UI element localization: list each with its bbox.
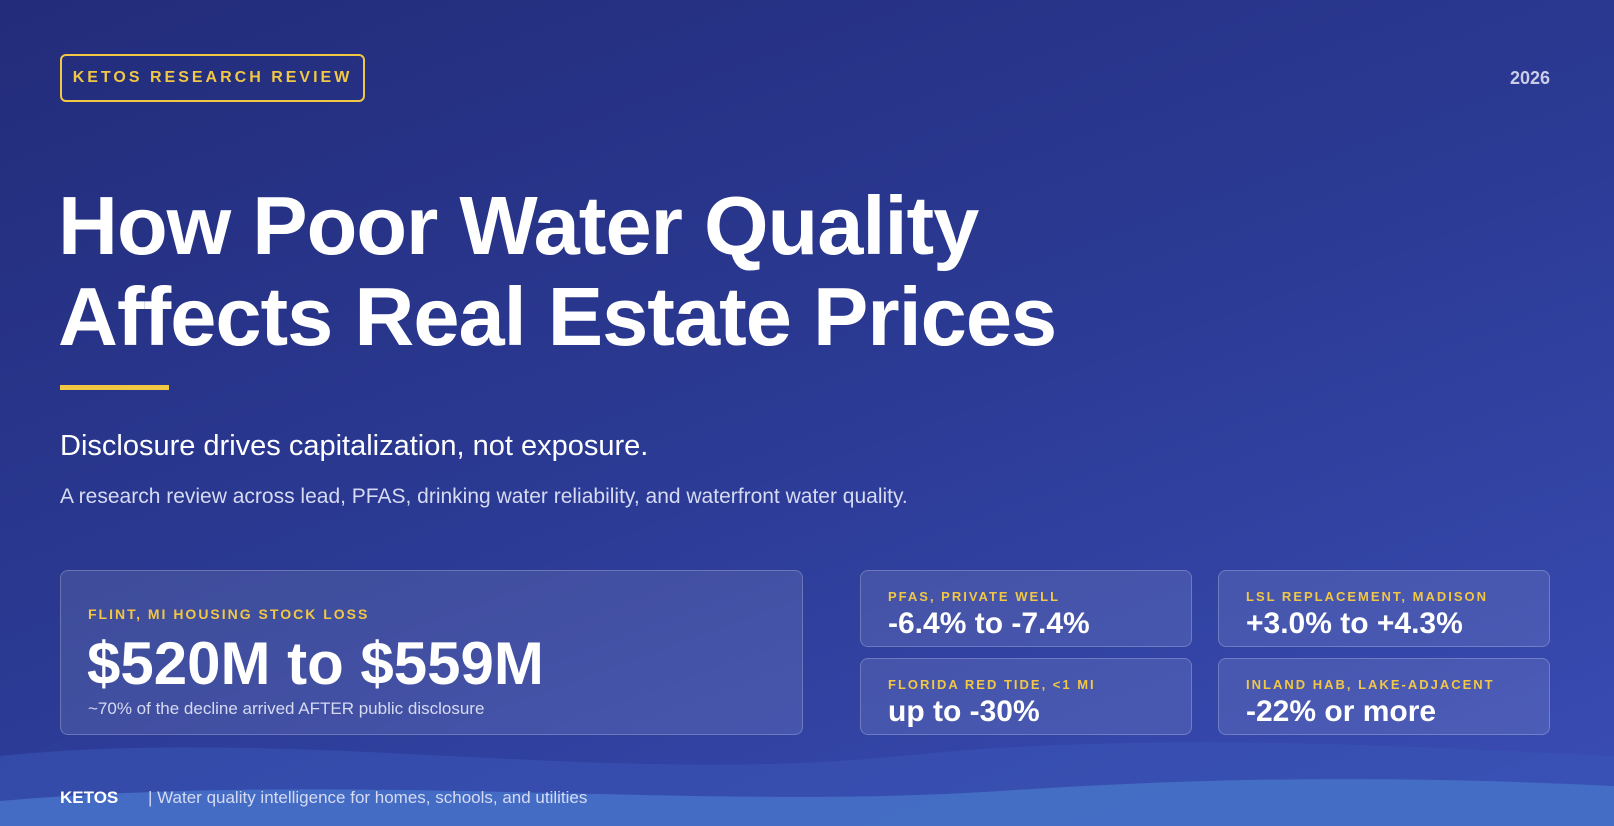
stat-value: up to -30% bbox=[888, 695, 1040, 728]
year: 2026 bbox=[1509, 68, 1550, 88]
stat-value: -22% or more bbox=[1246, 695, 1437, 728]
stat-label: FLORIDA RED TIDE, <1 MI bbox=[888, 677, 1096, 692]
subtitle: Disclosure drives capitalization, not ex… bbox=[60, 430, 649, 462]
stat-card: PFAS, PRIVATE WELL -6.4% to -7.4% bbox=[860, 570, 1192, 647]
stat-card: LSL REPLACEMENT, MADISON +3.0% to +4.3% bbox=[1218, 570, 1550, 647]
title-line: How Poor Water Quality bbox=[58, 179, 979, 272]
stat-value: -6.4% to -7.4% bbox=[888, 607, 1090, 640]
stat-label: FLINT, MI HOUSING STOCK LOSS bbox=[88, 606, 370, 622]
description: A research review across lead, PFAS, dri… bbox=[60, 485, 908, 508]
footer-tagline: | Water quality intelligence for homes, … bbox=[148, 788, 588, 807]
stat-label: PFAS, PRIVATE WELL bbox=[888, 589, 1061, 604]
title: How Poor Water Quality Affects Real Esta… bbox=[58, 179, 1057, 363]
accent-bar bbox=[60, 385, 169, 390]
title-line: Affects Real Estate Prices bbox=[58, 270, 1057, 363]
stat-value: +3.0% to +4.3% bbox=[1246, 607, 1463, 640]
stat-value: $520M to $559M bbox=[87, 630, 544, 697]
badge: KETOS RESEARCH REVIEW bbox=[60, 54, 365, 102]
featured-card: FLINT, MI HOUSING STOCK LOSS $520M to $5… bbox=[60, 570, 803, 735]
stat-label: LSL REPLACEMENT, MADISON bbox=[1246, 589, 1489, 604]
stat-note: ~70% of the decline arrived AFTER public… bbox=[88, 699, 485, 718]
stat-card: FLORIDA RED TIDE, <1 MI up to -30% bbox=[860, 658, 1192, 735]
stat-label: INLAND HAB, LAKE-ADJACENT bbox=[1246, 677, 1495, 692]
footer-brand: KETOS bbox=[60, 788, 119, 807]
stat-card: INLAND HAB, LAKE-ADJACENT -22% or more bbox=[1218, 658, 1550, 735]
wave-background bbox=[0, 742, 1614, 826]
